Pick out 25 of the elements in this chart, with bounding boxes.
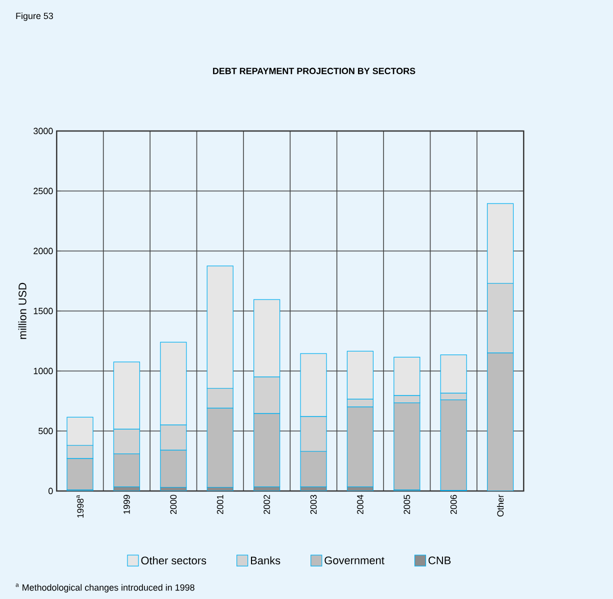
x-tick-label: 2000 xyxy=(170,494,177,514)
y-tick-label: 2000 xyxy=(34,248,53,254)
chart-title: DEBT REPAYMENT PROJECTION BY SECTORS xyxy=(213,68,416,74)
y-tick-label: 1000 xyxy=(34,368,53,374)
x-tick-label: 2005 xyxy=(404,494,410,514)
y-tick-label: 0 xyxy=(48,488,53,494)
y-tick-label: 2500 xyxy=(34,188,53,194)
y-axis-title: million USD xyxy=(18,282,26,339)
x-tick-label: 1998$^{a}$ xyxy=(76,495,84,518)
x-tick-label: 2003 xyxy=(310,494,317,514)
text: $^{a}$ Methodological changes introduced in 1998 xyxy=(16,584,194,592)
y-tick-label: 1500 xyxy=(34,308,53,314)
y-tick-label: 500 xyxy=(38,428,53,434)
legend-label: Other sectors xyxy=(141,556,206,564)
legend-label: CNB xyxy=(428,556,451,564)
x-tick-label: Other xyxy=(497,494,504,517)
x-tick-label: 2006 xyxy=(450,494,457,514)
caption: Figure 53 xyxy=(16,12,53,21)
x-tick-label: 2004 xyxy=(357,494,364,514)
y-tick-label: 3000 xyxy=(34,128,53,134)
x-tick-label: 2002 xyxy=(264,494,270,514)
x-tick-label: 2001 xyxy=(216,494,224,514)
x-tick-label: 1999 xyxy=(124,494,130,514)
legend-label: Government xyxy=(324,556,384,564)
legend-label: Banks xyxy=(251,556,280,564)
